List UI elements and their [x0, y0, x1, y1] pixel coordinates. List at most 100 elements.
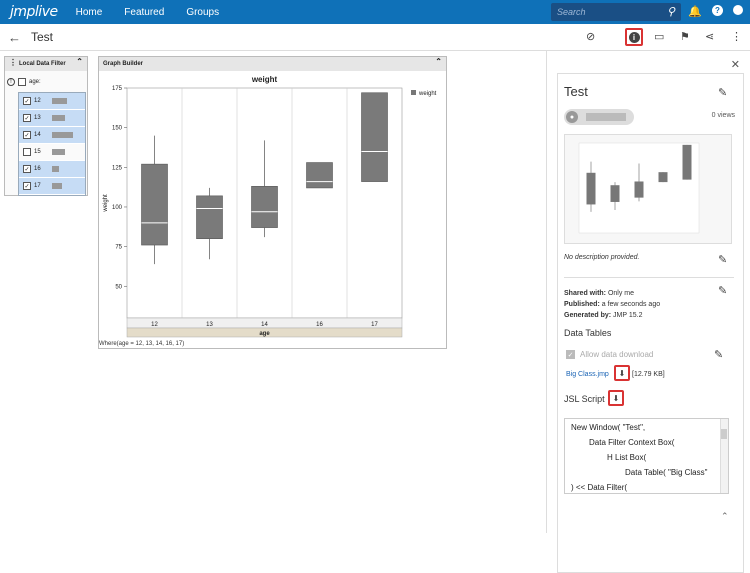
collapse-up-chevron-icon[interactable]: ⌃ — [721, 511, 729, 521]
edit-title-pencil-icon[interactable]: ✎ — [718, 87, 728, 99]
y-tick-label: 150 — [112, 126, 123, 132]
legend-label: weight — [418, 91, 437, 97]
search-placeholder: Search — [557, 7, 586, 17]
description-text: No description provided. — [564, 254, 640, 261]
graph-builder: Graph Builder ⌃ weight 50 75 100 125 150 175 we… — [98, 56, 447, 349]
script-line: Data Filter Context Box( — [589, 438, 675, 447]
data-tables-heading: Data Tables — [564, 328, 612, 338]
box — [251, 186, 278, 228]
user-avatar-icon[interactable] — [733, 5, 743, 15]
graph-collapse-icon[interactable]: ⌃ — [435, 57, 442, 66]
x-tick-label: 16 — [316, 322, 323, 328]
filter-item-label: 13 — [34, 115, 41, 121]
details-card: Test ✎ ● 0 views No description provided… — [557, 73, 744, 573]
x-tick-label: 17 — [371, 322, 378, 328]
filter-item-count-bar — [52, 183, 62, 189]
view-count: 0 views — [711, 112, 735, 119]
filter-item-count-bar — [52, 166, 59, 172]
script-line: Data Table( "Big Class" — [625, 468, 708, 477]
y-tick-label: 50 — [115, 284, 122, 290]
info-icon: i — [628, 31, 640, 43]
allow-download-label: Allow data download — [580, 350, 654, 359]
script-line: ) << Data Filter( — [571, 483, 628, 492]
data-table-link[interactable]: Big Class.jmp — [566, 371, 609, 378]
edit-data-tables-pencil-icon[interactable]: ✎ — [714, 349, 724, 361]
author-chip[interactable]: ● — [564, 109, 634, 125]
edit-sharing-pencil-icon[interactable]: ✎ — [718, 285, 728, 297]
edit-description-pencil-icon[interactable]: ✎ — [718, 254, 728, 266]
filter-item-count-bar — [52, 132, 73, 138]
y-tick-label: 125 — [112, 165, 123, 171]
bell-icon[interactable]: 🔔 — [688, 6, 702, 18]
filter-item[interactable]: ✓ 12 — [19, 93, 85, 110]
thumb-box — [682, 144, 692, 180]
script-scrollbar-thumb[interactable] — [721, 429, 727, 439]
info-button[interactable]: i — [625, 28, 643, 46]
filter-item-checkbox[interactable]: ✓ — [23, 182, 31, 190]
report-thumbnail[interactable] — [564, 134, 732, 244]
close-icon[interactable]: ✕ — [730, 59, 740, 71]
filter-item[interactable]: ✓ 14 — [19, 127, 85, 144]
nav-groups[interactable]: Groups — [186, 6, 220, 18]
comment-icon[interactable]: ▭ — [654, 31, 665, 43]
graph-header: Graph Builder ⌃ — [99, 57, 446, 71]
filter-item-checkbox[interactable]: ✓ — [23, 131, 31, 139]
allow-download-checkbox[interactable]: ✓ Allow data download — [566, 350, 653, 359]
thumb-box — [634, 181, 644, 198]
jsl-script-box[interactable]: New Window( "Test", Data Filter Context … — [564, 418, 729, 494]
box-plot-chart: weight 50 75 100 125 150 175 weight 12 13 14 16 17 ag… — [103, 75, 437, 338]
download-icon: ⬇ — [612, 393, 620, 403]
main-nav: Home Featured Groups — [76, 7, 242, 18]
x-axis-label: age — [259, 331, 270, 337]
search-input[interactable]: Search ⚲ — [551, 3, 681, 21]
help-icon[interactable]: ? — [712, 5, 723, 16]
age-select-all-checkbox[interactable] — [18, 78, 26, 86]
filter-item-count-bar — [52, 98, 67, 104]
hide-eye-icon[interactable]: ⊘ — [586, 31, 596, 43]
filter-item-label: 16 — [34, 166, 41, 172]
script-scrollbar[interactable] — [720, 419, 728, 493]
filter-header: ⋮ Local Data Filter ⌃ — [5, 57, 87, 71]
filter-item[interactable]: ✓ 13 — [19, 110, 85, 127]
sub-bar: ← Test — [0, 24, 750, 51]
back-arrow-icon[interactable]: ← — [8, 29, 21, 45]
filter-item-count-bar — [52, 149, 65, 155]
filter-item-label: 12 — [34, 98, 41, 104]
filter-item[interactable]: ✓ 16 — [19, 161, 85, 178]
y-tick-label: 175 — [112, 86, 123, 92]
filter-list: ✓ 12 ✓ 13 ✓ 14 15 ✓ 16 ✓ 17 — [18, 92, 86, 196]
filter-item-label: 17 — [34, 183, 41, 189]
nav-home[interactable]: Home — [75, 6, 103, 18]
share-icon[interactable]: ⋖ — [705, 31, 715, 43]
filter-item-checkbox[interactable]: ✓ — [23, 114, 31, 122]
app-logo[interactable]: jmplive — [10, 4, 58, 20]
author-avatar-icon: ● — [566, 111, 578, 123]
box — [361, 92, 388, 182]
graph-panel-title: Graph Builder — [103, 61, 144, 67]
filter-item-count-bar — [52, 115, 65, 121]
filter-item[interactable]: ✓ 17 — [19, 178, 85, 195]
filter-title: Local Data Filter — [19, 61, 66, 67]
generated-by: Generated by: JMP 15.2 — [564, 312, 643, 319]
filter-item-checkbox[interactable] — [23, 148, 31, 156]
bookmark-icon[interactable]: ⚑ — [680, 31, 690, 43]
more-menu-icon[interactable]: ⋮ — [731, 31, 742, 43]
search-icon[interactable]: ⚲ — [666, 6, 675, 18]
filter-menu-icon[interactable]: ⋮ — [9, 58, 17, 67]
page-title: Test — [31, 30, 54, 44]
filter-item-checkbox[interactable]: ✓ — [23, 97, 31, 105]
author-name-redacted — [586, 113, 626, 121]
data-table-download-button[interactable]: ⬇ — [614, 365, 630, 381]
nav-featured[interactable]: Featured — [124, 6, 165, 18]
filter-item-checkbox[interactable]: ✓ — [23, 165, 31, 173]
chart-title: weight — [251, 75, 278, 84]
filter-item-label: 14 — [34, 132, 41, 138]
box — [141, 163, 168, 246]
jsl-script-download-button[interactable]: ⬇ — [608, 390, 624, 406]
filter-item[interactable]: 15 — [19, 144, 85, 161]
script-line: New Window( "Test", — [571, 423, 646, 432]
published: Published: a few seconds ago — [564, 301, 661, 308]
script-line: H List Box( — [607, 453, 647, 462]
filter-info-icon[interactable]: ! — [7, 78, 15, 86]
collapse-chevron-icon[interactable]: ⌃ — [76, 57, 83, 66]
